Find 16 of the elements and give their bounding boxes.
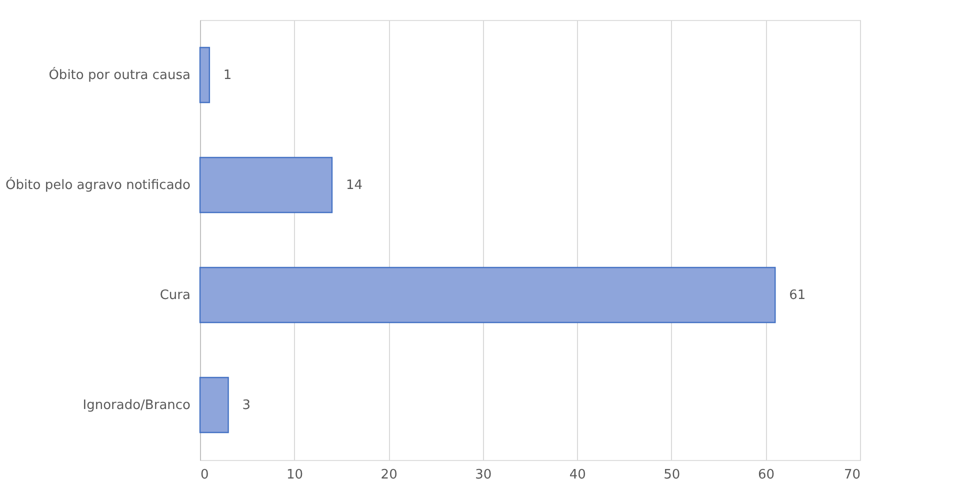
x-tick-label: 60 — [758, 468, 774, 482]
x-tick-label: 50 — [664, 468, 680, 482]
data-label: 1 — [223, 68, 232, 83]
data-label: 3 — [242, 398, 251, 413]
x-tick-label: 10 — [286, 468, 304, 482]
y-tick-label: Ignorado/Branco — [82, 398, 191, 413]
y-tick-label: Óbito por outra causa — [48, 66, 190, 83]
x-tick-label: 30 — [475, 468, 492, 482]
y-tick-label: Óbito pelo agravo notificado — [6, 176, 191, 193]
x-tick-label: 0 — [200, 468, 209, 482]
data-label: 14 — [346, 178, 363, 193]
x-tick-label: 70 — [844, 468, 860, 482]
y-tick-label: Cura — [160, 288, 190, 303]
data-label: 61 — [789, 288, 806, 303]
x-tick-label: 40 — [569, 468, 586, 482]
x-tick-label: 20 — [380, 468, 398, 482]
